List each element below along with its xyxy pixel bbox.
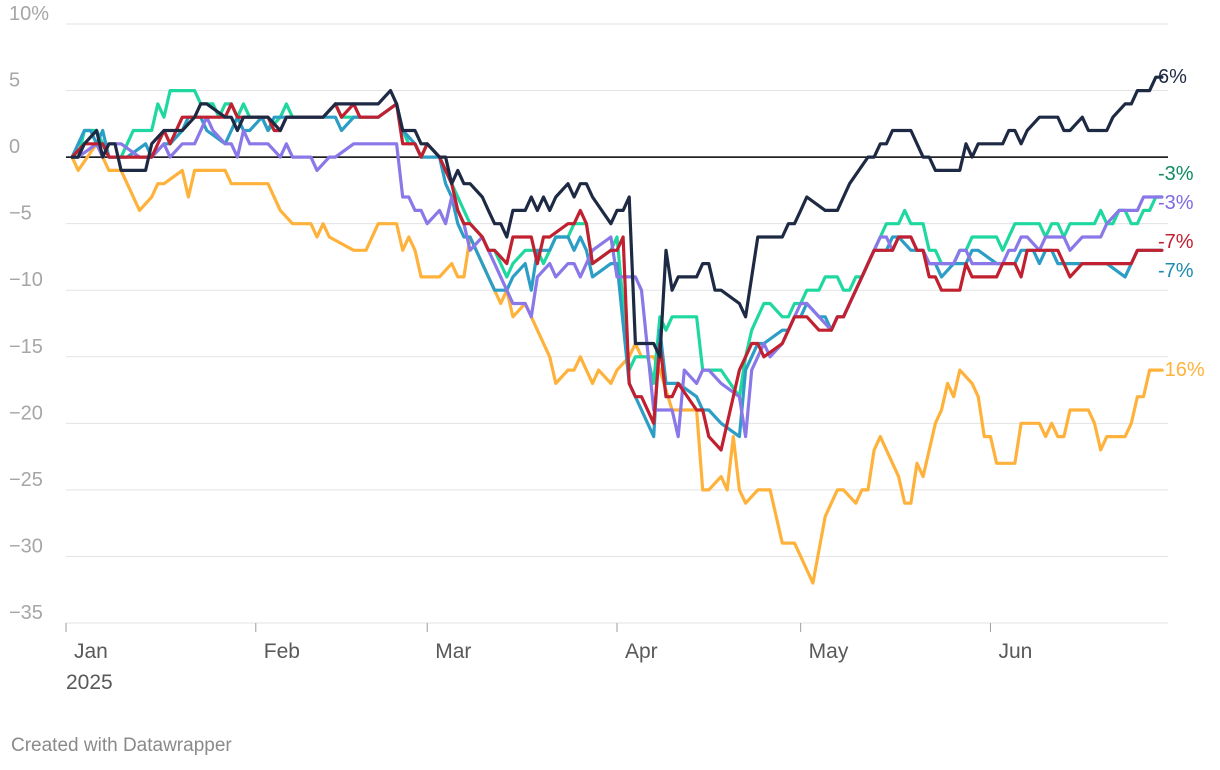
series-line [70,115,1164,439]
series-end-labels: -16% -3% -7% -3% -7% 6% [1158,66,1205,381]
series-end-label: -7% [1158,260,1194,282]
gridlines [66,23,1168,624]
y-tick-label: −20 [9,402,43,424]
series-end-label: -3% [1158,192,1194,214]
x-tick-label: May [809,640,849,663]
y-tick-label: −35 [9,602,43,624]
y-tick-label: 0 [9,136,20,158]
y-tick-label: −10 [9,269,43,291]
series-end-label: 6% [1158,66,1187,88]
credit-text: Created with Datawrapper [11,735,232,756]
x-tick-label: Apr [625,640,658,663]
series-line [70,75,1164,359]
x-tick-sublabel: 2025 [66,671,113,694]
series-end-label: -3% [1158,163,1194,185]
series-line [70,88,1164,399]
series-lines [70,75,1164,585]
x-axis: Jan 2025 Feb Mar Apr May Jun [65,623,1032,694]
y-tick-label: 5 [9,70,20,92]
x-tick-label: Jan [74,640,108,663]
y-tick-label: −30 [9,535,43,557]
series-end-label: -7% [1158,231,1194,253]
x-tick-label: Jun [998,640,1032,663]
y-tick-label: −5 [9,203,32,225]
series-line [70,142,1164,585]
y-tick-label: 10% [9,3,49,25]
x-tick-label: Feb [264,640,300,663]
y-tick-label: −25 [9,469,43,491]
y-tick-label: −15 [9,336,43,358]
series-end-label: -16% [1158,359,1205,381]
x-tick-label: Mar [435,640,471,663]
y-axis: 10% 5 0 −5 −10 −15 −20 −25 −30 −35 [9,3,49,624]
